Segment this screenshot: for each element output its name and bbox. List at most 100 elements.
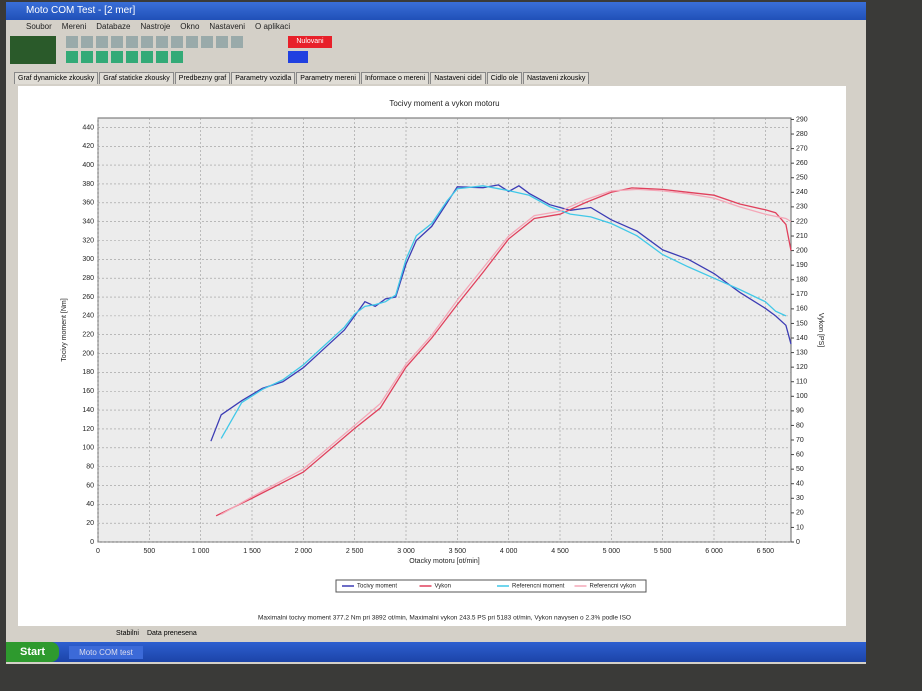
start-button[interactable]: Start [6,642,60,662]
window-title: Moto COM Test - [2 mer] [6,2,866,20]
tab[interactable]: Informace o mereni [360,72,430,84]
indicator [10,36,56,64]
y2-tick-label: 200 [796,247,808,254]
y-tick-label: 180 [82,369,94,376]
y-tick-label: 80 [86,463,94,470]
reset-button[interactable]: Nulovani [288,36,332,48]
y2-tick-label: 140 [796,335,808,342]
x-tick-label: 6 500 [757,548,775,555]
y2-tick-label: 120 [796,364,808,371]
y-tick-label: 20 [86,520,94,527]
y-tick-label: 220 [82,332,94,339]
y-tick-label: 340 [82,218,94,225]
series-line [220,188,792,515]
tool-icons[interactable] [66,51,186,63]
tab[interactable]: Nastaveni zkousky [522,72,590,84]
status-bar: Stabilni Data prenesena [6,628,866,640]
plot-area [97,117,792,543]
legend-box [335,579,647,593]
menu-item[interactable]: Nastaveni [209,22,245,31]
screen: Moto COM Test - [2 mer] Soubor Mereni Data… [6,2,866,664]
y2-tick-label: 280 [796,131,808,138]
y2-tick-label: 50 [796,466,804,473]
legend-label: Referencni vykon [590,584,636,590]
tab[interactable]: Parametry mereni [296,72,360,84]
y2-tick-label: 130 [796,349,808,356]
x-tick-label: 2 500 [346,548,364,555]
tab[interactable]: Parametry vozidla [231,72,296,84]
y2-tick-label: 70 [796,437,804,444]
tab[interactable]: Graf dynamicke zkousky [14,72,99,84]
y-tick-label: 60 [86,482,94,489]
taskbar: Start Moto COM test [6,642,866,662]
y-tick-label: 200 [82,350,94,357]
tab[interactable]: Graf staticke zkousky [99,72,174,84]
legend: Tocivy moment Vykon Referencni moment Refer… [335,579,647,593]
y-tick-label: 120 [82,426,94,433]
menu-item[interactable]: Okno [180,22,200,31]
legend-label: Referencni moment [512,584,565,590]
x-tick-label: 5 500 [654,548,672,555]
y2-tick-label: 80 [796,422,804,429]
tab[interactable]: Nastaveni cidel [430,72,486,84]
menu-item[interactable]: Nastroje [140,22,171,31]
chart-title: Tocivy moment a vykon motoru [389,99,499,108]
x-axis-label: Otacky motoru [ot/min] [409,558,479,565]
legend-label: Tocivy moment [357,584,397,590]
y2-tick-label: 40 [796,481,804,488]
y2-tick-label: 290 [796,116,808,123]
x-tick-label: 4 500 [551,548,569,555]
legend-label: Vykon [435,584,451,590]
x-tick-label: 5 000 [603,548,621,555]
y-tick-label: 40 [86,501,94,508]
y2-tick-label: 230 [796,204,808,211]
footer-note: Maximalni tocivy moment 377.2 Nm pri 389… [258,615,631,622]
y2-tick-label: 150 [796,320,808,327]
y-tick-label: 360 [82,200,94,207]
x-tick-label: 0 [96,548,100,555]
y-tick-label: 320 [82,237,94,244]
y-tick-label: 300 [82,256,94,263]
x-tick-label: 3 000 [397,548,415,555]
y2-tick-label: 180 [796,277,808,284]
menu-item[interactable]: Mereni [61,22,87,31]
x-tick-label: 6 000 [705,548,723,555]
y2-tick-label: 110 [796,379,807,386]
y2-tick-label: 100 [796,393,808,400]
task-button[interactable]: Moto COM test [69,645,143,659]
series-line [215,187,792,517]
menu-bar: Soubor Mereni Databaze Nastroje Okno Nastaven… [6,20,866,34]
y-axis-label: Tocivy moment [Nm] [61,298,68,361]
y-tick-label: 100 [82,445,94,452]
y-tick-label: 440 [82,124,94,131]
status-text: Data prenesena [146,630,197,637]
toolbar: Nulovani [10,34,862,68]
x-tick-label: 4 000 [500,548,518,555]
y2-tick-label: 240 [796,189,808,196]
tool-icons[interactable] [66,36,246,48]
y2-tick-label: 250 [796,175,808,182]
y2-tick-label: 60 [796,451,804,458]
y-tick-label: 420 [82,143,94,150]
x-tick-label: 500 [143,548,155,555]
tab[interactable]: Cidlo ole [486,72,522,84]
tool-button[interactable] [288,51,308,63]
menu-item[interactable]: Soubor [26,22,52,31]
y2-tick-label: 0 [796,539,800,546]
tab[interactable]: Predbezny graf [174,72,231,84]
y-tick-label: 160 [82,388,94,395]
x-tick-label: 1 000 [192,548,210,555]
y2-tick-label: 20 [796,510,804,517]
y-tick-label: 380 [82,181,94,188]
series-line [220,185,787,439]
y2-tick-label: 160 [796,306,808,313]
y2-tick-label: 190 [796,262,808,269]
y-tick-label: 0 [90,539,94,546]
menu-item[interactable]: O aplikaci [255,22,291,31]
status-text: Stabilni [116,630,139,637]
y-tick-label: 400 [82,162,94,169]
y-tick-label: 280 [82,275,94,282]
menu-item[interactable]: Databaze [96,22,131,31]
x-tick-label: 1 500 [243,548,261,555]
